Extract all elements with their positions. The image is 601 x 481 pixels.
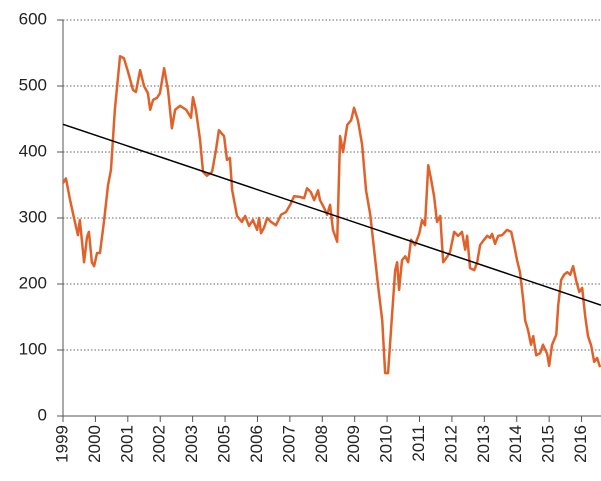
x-tick-label: 1999	[52, 425, 71, 463]
x-tick-label: 2006	[247, 425, 266, 463]
x-tick-label: 2008	[312, 425, 331, 463]
x-tick-label: 2001	[117, 425, 136, 463]
y-tick-label: 400	[19, 141, 47, 160]
y-tick-label: 100	[19, 339, 47, 358]
line	[62, 123, 601, 306]
y-tick-label: 300	[19, 207, 47, 226]
x-tick-label: 2007	[279, 425, 298, 463]
x-tick-label: 2015	[539, 425, 558, 463]
x-tick-label: 2010	[377, 425, 396, 463]
x-tick-label: 2009	[344, 425, 363, 463]
x-tick-label: 2013	[474, 425, 493, 463]
x-tick-label: 2014	[506, 425, 525, 463]
line	[61, 55, 601, 375]
y-tick-label: 600	[19, 9, 47, 28]
x-tick-label: 2016	[571, 425, 590, 463]
x-tick-label: 2011	[409, 425, 428, 462]
x-tick-label: 2012	[441, 425, 460, 463]
x-tick-label: 2005	[215, 425, 234, 463]
x-tick-label: 2002	[150, 425, 169, 463]
y-tick-label: 0	[38, 405, 47, 424]
y-tick-label: 200	[19, 273, 47, 292]
x-tick-label: 2003	[182, 425, 201, 463]
x-tick-label: 2000	[85, 425, 104, 463]
y-tick-label: 500	[19, 75, 47, 94]
